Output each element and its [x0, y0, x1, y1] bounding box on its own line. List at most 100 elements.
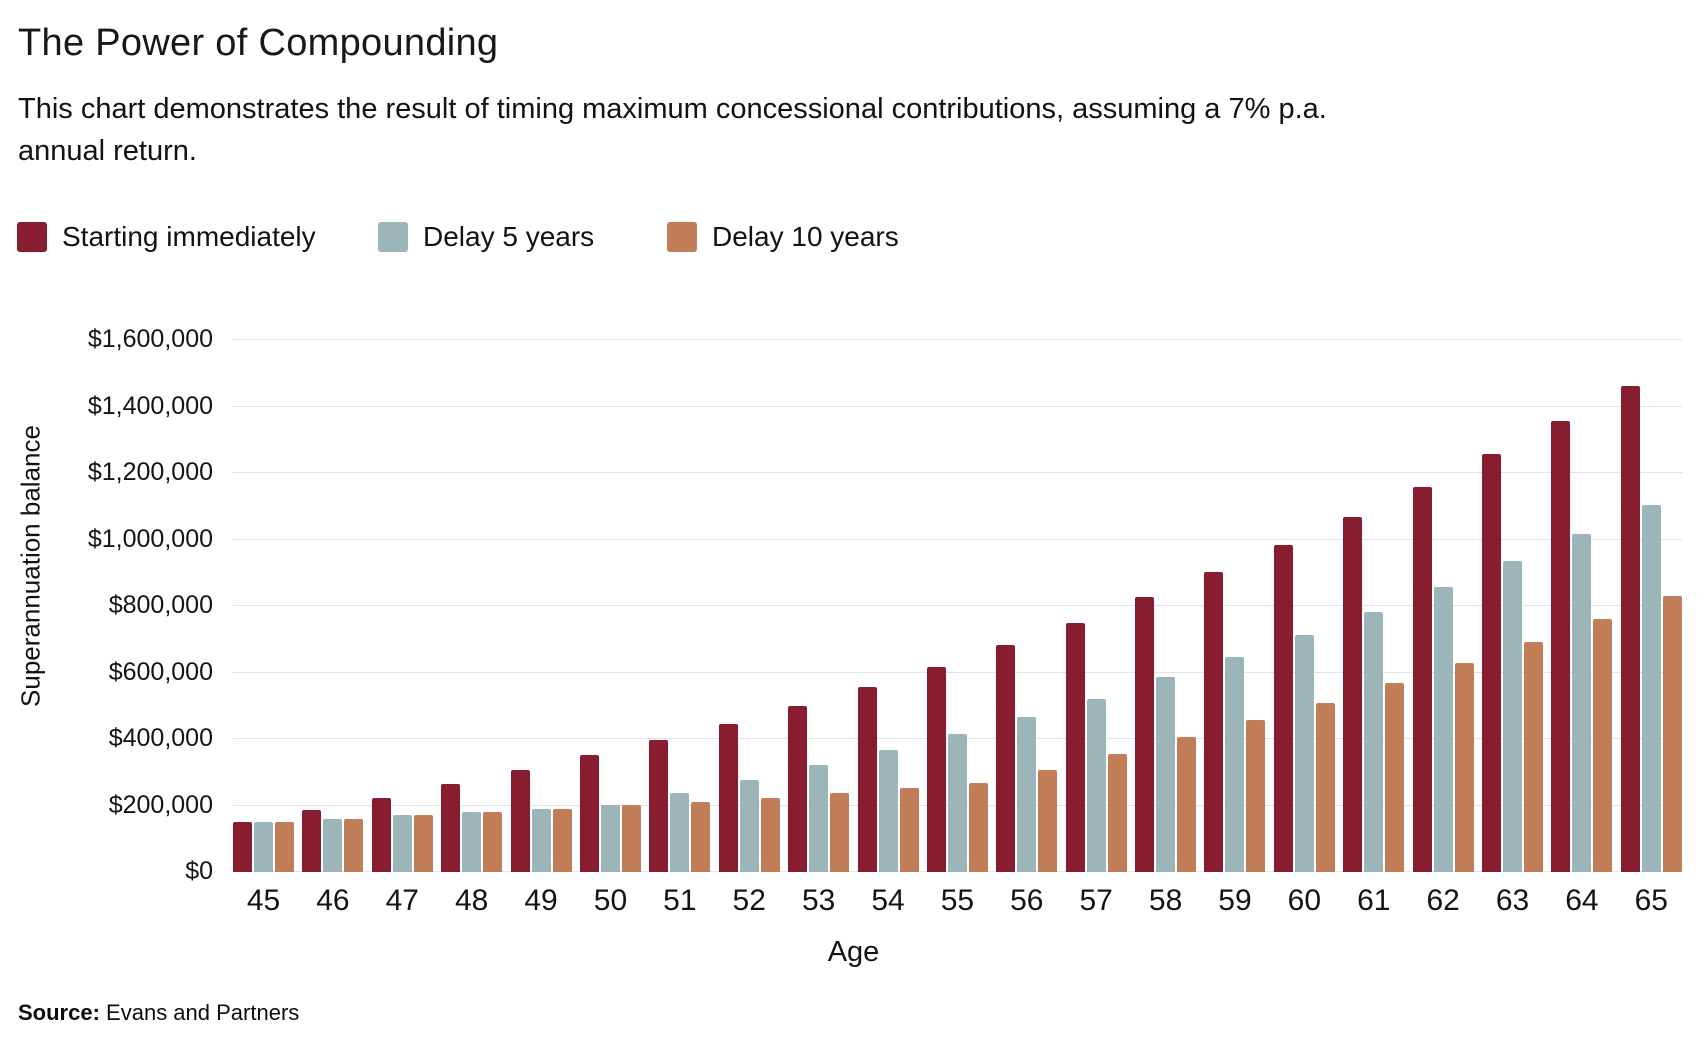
y-tick-label: $1,400,000 [87, 392, 213, 420]
bar-delay-10-years-age-46 [344, 819, 364, 872]
legend-swatch-icon [378, 222, 408, 252]
legend-swatch-icon [17, 222, 47, 252]
gridline [233, 339, 1682, 340]
bar-starting-immediately-age-59 [1204, 572, 1224, 872]
bar-group-age-61 [1343, 339, 1405, 872]
bar-delay-5-years-age-57 [1086, 699, 1106, 872]
gridline [233, 605, 1682, 606]
bar-delay-5-years-age-58 [1156, 677, 1176, 872]
bar-group-age-58 [1135, 339, 1197, 872]
bar-delay-10-years-age-49 [552, 809, 572, 872]
bar-delay-10-years-age-62 [1454, 663, 1474, 872]
bar-group-age-65 [1620, 339, 1682, 872]
x-tick-label: 46 [316, 884, 350, 917]
x-tick-label: 50 [593, 884, 628, 917]
gridline [233, 472, 1682, 473]
bar-starting-immediately-age-53 [788, 706, 808, 872]
source-text: Evans and Partners [106, 1000, 300, 1025]
legend-item-delay-10-years: Delay 10 years [667, 221, 899, 253]
x-tick-label: 64 [1565, 884, 1599, 917]
bar-group-age-64 [1551, 339, 1613, 872]
y-tick-label: $600,000 [108, 658, 213, 686]
bar-delay-5-years-age-47 [392, 815, 412, 872]
bar-delay-5-years-age-59 [1225, 657, 1245, 872]
bar-delay-5-years-age-55 [947, 734, 967, 872]
bar-delay-10-years-age-45 [275, 822, 294, 872]
bar-delay-10-years-age-60 [1315, 703, 1335, 872]
bar-starting-immediately-age-61 [1343, 517, 1363, 872]
x-tick-label: 57 [1079, 884, 1113, 917]
bar-group-age-48 [441, 339, 503, 872]
bar-delay-10-years-age-51 [691, 802, 711, 872]
bar-starting-immediately-age-54 [857, 687, 877, 872]
bar-delay-5-years-age-50 [600, 805, 620, 872]
x-tick-label: 61 [1357, 884, 1391, 917]
bar-delay-10-years-age-65 [1662, 596, 1682, 872]
bar-group-age-56 [996, 339, 1058, 872]
legend-label: Starting immediately [62, 221, 316, 252]
plot-area [233, 339, 1682, 872]
bar-starting-immediately-age-47 [371, 798, 391, 872]
chart-subtitle-line-2: annual return. [18, 135, 197, 167]
bar-delay-5-years-age-51 [670, 793, 690, 872]
bar-delay-10-years-age-47 [413, 815, 433, 872]
bar-delay-5-years-age-52 [739, 780, 759, 872]
bar-delay-10-years-age-63 [1524, 642, 1544, 872]
bar-group-age-62 [1412, 339, 1474, 872]
bar-group-age-47 [371, 339, 433, 872]
x-tick-label: 65 [1634, 884, 1668, 917]
bar-delay-10-years-age-52 [760, 798, 780, 872]
bar-starting-immediately-age-57 [1065, 623, 1085, 872]
y-tick-label: $800,000 [108, 591, 213, 619]
x-tick-label: 60 [1287, 884, 1322, 917]
bar-group-age-50 [579, 339, 641, 872]
y-tick-label: $400,000 [108, 724, 213, 752]
bar-delay-10-years-age-53 [830, 793, 850, 872]
bar-starting-immediately-age-46 [302, 810, 322, 872]
bars-row [233, 339, 1682, 872]
x-tick-label: 55 [940, 884, 975, 917]
bar-group-age-51 [649, 339, 711, 872]
bar-delay-5-years-age-45 [254, 822, 273, 872]
bar-delay-10-years-age-59 [1246, 720, 1266, 872]
bar-starting-immediately-age-52 [718, 724, 738, 872]
bar-starting-immediately-age-55 [926, 667, 946, 872]
y-tick-label: $1,200,000 [87, 458, 213, 486]
bar-delay-10-years-age-61 [1385, 683, 1405, 872]
bar-starting-immediately-age-45 [233, 822, 252, 872]
legend-label: Delay 10 years [712, 221, 899, 252]
bar-starting-immediately-age-62 [1412, 487, 1432, 872]
gridline [233, 539, 1682, 540]
source-label: Source: [18, 1000, 100, 1025]
bar-starting-immediately-age-51 [649, 740, 669, 872]
bar-group-age-63 [1482, 339, 1544, 872]
bar-starting-immediately-age-58 [1135, 597, 1155, 872]
bar-delay-5-years-age-63 [1503, 561, 1523, 872]
bar-delay-10-years-age-50 [621, 805, 641, 872]
bar-group-age-55 [926, 339, 988, 872]
legend-swatch-icon [667, 222, 697, 252]
x-tick-label: 59 [1218, 884, 1252, 917]
y-tick-label: $0 [185, 857, 213, 885]
x-tick-label: 48 [454, 884, 489, 917]
bar-starting-immediately-age-60 [1273, 545, 1293, 872]
x-tick-label: 53 [801, 884, 836, 917]
source-note: Source: Evans and Partners [18, 1000, 299, 1026]
bar-group-age-57 [1065, 339, 1127, 872]
gridline [233, 406, 1682, 407]
x-axis-tick-labels: 45 46 47 48 49 50 51 52 53 54 55 56 57 58 59 60 61 62 63 64… [233, 884, 1682, 918]
bar-delay-10-years-age-57 [1107, 754, 1127, 872]
bar-delay-5-years-age-60 [1294, 635, 1314, 872]
bar-group-age-54 [857, 339, 919, 872]
bar-delay-5-years-age-65 [1641, 505, 1661, 872]
y-tick-label: $1,600,000 [87, 325, 213, 353]
bar-starting-immediately-age-63 [1482, 454, 1502, 872]
legend-item-delay-5-years: Delay 5 years [378, 221, 594, 253]
x-tick-label: 47 [385, 884, 419, 917]
bar-group-age-52 [718, 339, 780, 872]
chart-title: The Power of Compounding [18, 22, 499, 64]
bar-starting-immediately-age-64 [1551, 421, 1571, 872]
bar-starting-immediately-age-50 [579, 755, 599, 872]
bar-delay-10-years-age-48 [483, 812, 503, 872]
